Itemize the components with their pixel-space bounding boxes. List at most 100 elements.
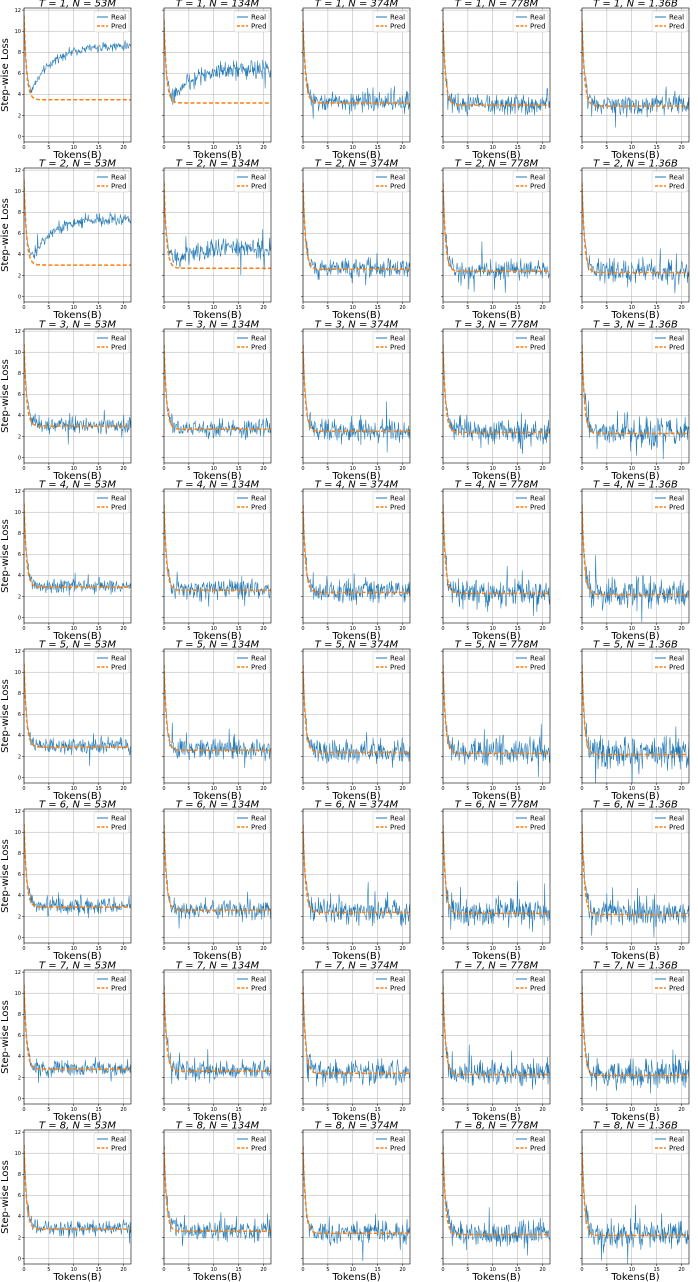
axes-frame bbox=[442, 167, 551, 303]
subplot-title: T = 2, N = 134M bbox=[175, 159, 259, 170]
series-real-line bbox=[582, 20, 690, 128]
x-tick-label: 15 bbox=[375, 1267, 381, 1273]
y-tick-label: 12 bbox=[15, 489, 21, 495]
series-pred-line bbox=[582, 1145, 690, 1237]
x-tick-label: 5 bbox=[47, 465, 50, 471]
series-pred-line bbox=[442, 183, 550, 273]
series-real-line bbox=[163, 984, 271, 1084]
series-pred-line bbox=[442, 1145, 550, 1235]
series-real-line bbox=[582, 984, 690, 1093]
series-real-line bbox=[23, 502, 131, 596]
subplot-panel: T = 5, N = 374M 0 5 10 15 20 Real Pred Tokens(B) bbox=[279, 640, 419, 802]
subplot-panel: T = 3, N = 1.36B 0 5 10 15 20 Real Pred Tokens(B… bbox=[558, 319, 698, 481]
x-tick-label: 15 bbox=[235, 145, 241, 151]
axes-frame bbox=[442, 648, 551, 784]
axes-frame bbox=[163, 648, 271, 784]
x-tick-label: 5 bbox=[47, 305, 50, 311]
y-tick-label: 4 bbox=[18, 733, 21, 739]
subplot-panel: T = 5, N = 53M 0 5 10 15 20 0 2 4 6 8 10 12 Real Pred T… bbox=[0, 640, 140, 802]
subplot-title: T = 5, N = 134M bbox=[175, 640, 259, 651]
subplot-title: T = 1, N = 1.36B bbox=[593, 0, 678, 10]
x-tick-label: 0 bbox=[581, 145, 584, 151]
y-tick-label: 12 bbox=[15, 809, 21, 815]
x-tick-label: 0 bbox=[162, 305, 165, 311]
x-tick-label: 0 bbox=[302, 786, 305, 792]
series-real-line bbox=[582, 505, 690, 622]
legend-real-label: Real bbox=[111, 1135, 126, 1143]
y-tick-label: 6 bbox=[18, 1193, 21, 1199]
x-tick-label: 5 bbox=[326, 465, 329, 471]
y-tick-label: 6 bbox=[18, 231, 21, 237]
x-tick-label: 10 bbox=[629, 305, 635, 311]
subplot-title: T = 8, N = 1.36B bbox=[593, 1120, 678, 1131]
subplot-title: T = 1, N = 134M bbox=[175, 0, 259, 10]
axes-frame bbox=[23, 488, 132, 624]
subplot-panel: T = 8, N = 53M 0 5 10 15 20 0 2 4 6 8 10 12 Real Pred T… bbox=[0, 1120, 140, 1282]
axes-frame bbox=[582, 1129, 690, 1265]
x-tick-label: 0 bbox=[302, 1267, 305, 1273]
x-tick-label: 5 bbox=[47, 1106, 50, 1112]
x-tick-label: 5 bbox=[47, 786, 50, 792]
x-tick-label: 20 bbox=[120, 786, 126, 792]
series-pred-line bbox=[163, 825, 271, 912]
x-tick-label: 0 bbox=[162, 465, 165, 471]
series-pred-line bbox=[582, 504, 690, 596]
subplot-title: T = 1, N = 53M bbox=[39, 0, 116, 10]
x-tick-label: 0 bbox=[162, 145, 165, 151]
x-tick-label: 0 bbox=[581, 1106, 584, 1112]
x-tick-label: 20 bbox=[260, 1106, 266, 1112]
x-tick-label: 0 bbox=[302, 305, 305, 311]
x-tick-label: 20 bbox=[539, 946, 545, 952]
x-tick-label: 10 bbox=[629, 946, 635, 952]
x-tick-label: 5 bbox=[466, 1267, 469, 1273]
x-tick-label: 0 bbox=[22, 1267, 25, 1273]
x-tick-label: 10 bbox=[489, 1267, 495, 1273]
x-tick-label: 15 bbox=[375, 1106, 381, 1112]
legend-real-label: Real bbox=[390, 14, 405, 22]
y-tick-label: 12 bbox=[15, 168, 21, 174]
y-tick-label: 8 bbox=[18, 851, 21, 857]
x-tick-label: 20 bbox=[260, 145, 266, 151]
legend-pred-label: Pred bbox=[390, 343, 406, 351]
x-tick-label: 15 bbox=[375, 626, 381, 632]
y-axis-label: Step-wise Loss bbox=[0, 679, 11, 753]
subplot-panel: T = 8, N = 778M 0 5 10 15 20 Real Pred Tokens(B) bbox=[419, 1120, 559, 1282]
x-tick-label: 5 bbox=[187, 145, 190, 151]
x-tick-label: 5 bbox=[187, 1106, 190, 1112]
x-tick-label: 10 bbox=[210, 946, 216, 952]
legend-pred-label: Pred bbox=[390, 664, 406, 672]
x-axis-label: Tokens(B) bbox=[52, 791, 101, 802]
y-tick-label: 2 bbox=[18, 1075, 21, 1081]
legend-real-label: Real bbox=[669, 14, 684, 22]
legend-real-label: Real bbox=[530, 334, 545, 342]
y-tick-label: 6 bbox=[18, 392, 21, 398]
subplot-panel: T = 1, N = 1.36B 0 5 10 15 20 Real Pred Tokens(B… bbox=[558, 0, 698, 161]
axes-frame bbox=[163, 167, 271, 303]
x-axis-label: Tokens(B) bbox=[192, 1111, 241, 1122]
series-real-line bbox=[442, 826, 550, 933]
legend-real-label: Real bbox=[669, 334, 684, 342]
x-tick-label: 5 bbox=[606, 1267, 609, 1273]
axes-frame bbox=[582, 648, 690, 784]
legend-real-label: Real bbox=[390, 815, 405, 823]
x-tick-label: 10 bbox=[489, 1106, 495, 1112]
x-tick-label: 0 bbox=[162, 1267, 165, 1273]
y-tick-label: 12 bbox=[15, 8, 21, 14]
x-tick-label: 15 bbox=[514, 1106, 520, 1112]
subplot-panel: T = 7, N = 53M 0 5 10 15 20 0 2 4 6 8 10 12 Real Pred T… bbox=[0, 960, 140, 1122]
subplot-title: T = 4, N = 53M bbox=[39, 479, 116, 490]
x-axis-label: Tokens(B) bbox=[471, 1111, 520, 1122]
x-axis-label: Tokens(B) bbox=[332, 1272, 381, 1282]
subplot-title: T = 6, N = 1.36B bbox=[593, 800, 678, 811]
